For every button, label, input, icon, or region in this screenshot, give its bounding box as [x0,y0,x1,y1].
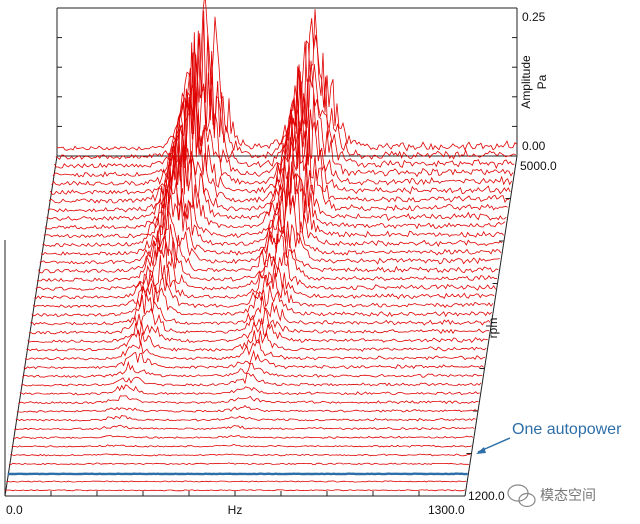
autopower-trace [22,360,483,378]
z-axis-unit: Pa [535,74,549,89]
highlighted-autopower-trace [7,472,468,476]
autopower-trace [51,78,513,186]
autopower-trace [36,230,498,282]
autopower-trace [10,453,471,457]
autopower-trace [48,96,510,204]
autopower-trace [39,200,500,265]
y-axis-title: rpm [486,318,500,339]
autopower-trace [43,156,504,239]
autopower-trace [28,306,490,335]
autopower-trace [30,293,491,326]
y-max-label: 5000.0 [520,159,557,173]
y-min-label: 1200.0 [468,489,505,503]
x-axis-title: Hz [228,503,243,517]
watermark-text: 模态空间 [540,488,596,504]
autopower-trace [24,338,486,361]
autopower-trace [15,415,476,422]
autopower-trace [32,271,494,309]
autopower-trace [8,462,470,466]
autopower-trace [20,373,482,387]
z-min-label: 0.00 [522,139,546,153]
floor-left-edge [4,155,58,497]
autopower-callout: One autopower [476,421,622,454]
autopower-trace [4,489,466,492]
callout-arrow-head [476,447,486,454]
autopower-trace [14,424,475,431]
autopower-trace [55,10,516,160]
autopower-trace [23,349,484,370]
autopower-trace [52,52,514,178]
autopower-trace [37,223,499,274]
autopower-trace [42,174,503,248]
autopower-trace [46,124,507,222]
autopower-trace [16,405,478,413]
autopower-trace [53,30,515,170]
autopower-trace [19,384,480,396]
autopower-trace [56,0,518,152]
wechat-logo-icon [507,484,536,508]
axis-ticks [50,37,517,497]
autopower-trace [47,117,508,213]
z-axis-title: Amplitude [519,55,533,109]
watermark: 模态空间 [507,484,596,508]
autopower-trace [6,480,467,483]
autopower-trace [12,435,474,439]
autopower-traces [4,0,518,492]
callout-text: One autopower [512,421,622,438]
autopower-trace [31,283,492,318]
autopower-trace [35,242,497,291]
autopower-trace [18,395,479,405]
x-max-label: 1300.0 [428,503,465,517]
autopower-trace [11,443,472,448]
autopower-trace [27,318,488,344]
x-min-label: 0.0 [6,503,23,517]
autopower-trace [40,188,502,256]
z-max-label: 0.25 [522,10,546,24]
